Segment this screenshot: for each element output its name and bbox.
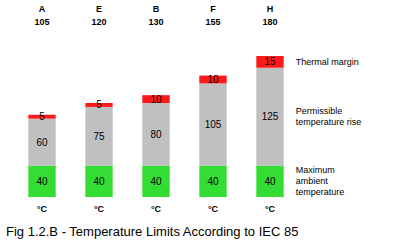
bar-segment: [142, 103, 169, 166]
data-label: 40: [93, 176, 105, 187]
category-label: F: [210, 4, 216, 14]
data-label: 105: [205, 119, 222, 130]
legend-label: Permissibletemperature rise: [296, 106, 362, 127]
y-axis-line: [6, 57, 7, 198]
data-label: 15: [264, 56, 276, 67]
data-labels: 40 40 40 40 40 60 75 80 105 125 5 5 10 10 15: [36, 56, 278, 186]
bar-segment: [256, 56, 283, 68]
title: Fig 1.2.B - Temperature Limits According…: [6, 224, 298, 239]
bar-segment: [142, 166, 169, 197]
data-label: 125: [262, 111, 279, 122]
category-label: A: [39, 4, 46, 14]
data-label: 75: [93, 131, 105, 142]
class-limit-label: 105: [34, 17, 49, 27]
data-label: 40: [207, 176, 219, 187]
bar-segment: [256, 68, 283, 166]
bar-segment: [256, 166, 283, 197]
chart: 40 40 40 40 40 60 75 80 105 125 5 5 10 10 15 A 105 E 120 B 1…: [0, 0, 400, 243]
unit-label: °C: [265, 204, 276, 214]
bar-segment: [28, 119, 55, 166]
data-label: 5: [96, 99, 102, 110]
unit-label: °C: [208, 204, 219, 214]
data-label: 60: [36, 137, 48, 148]
data-label: 5: [39, 111, 45, 122]
unit-label: °C: [94, 204, 105, 214]
data-label: 40: [150, 176, 162, 187]
data-label: 40: [264, 176, 276, 187]
bar-segment: [85, 166, 112, 197]
data-label: 10: [150, 94, 162, 105]
data-label: 10: [207, 74, 219, 85]
category-label: H: [267, 4, 274, 14]
bar-segment: [85, 107, 112, 166]
legend-label: Thermal margin: [296, 57, 359, 67]
category-label: E: [96, 4, 102, 14]
class-limit-label: 120: [91, 17, 106, 27]
data-label: 80: [150, 129, 162, 140]
bar-segment: [199, 166, 226, 197]
category-labels: A 105 E 120 B 130 F 155 H 180: [34, 4, 277, 27]
class-limit-label: 155: [205, 17, 220, 27]
bar-segment: [28, 166, 55, 197]
class-limit-label: 180: [262, 17, 277, 27]
y-axis: [6, 57, 7, 198]
legend: Maximumambienttemperature Permissibletemp…: [296, 57, 362, 197]
legend-label: Maximumambienttemperature: [296, 165, 345, 197]
category-label: B: [153, 4, 160, 14]
unit-label: °C: [151, 204, 162, 214]
class-limit-label: 130: [148, 17, 163, 27]
bar-segment: [199, 83, 226, 165]
bars: [28, 56, 283, 197]
unit-label: °C: [37, 204, 48, 214]
data-label: 40: [36, 176, 48, 187]
